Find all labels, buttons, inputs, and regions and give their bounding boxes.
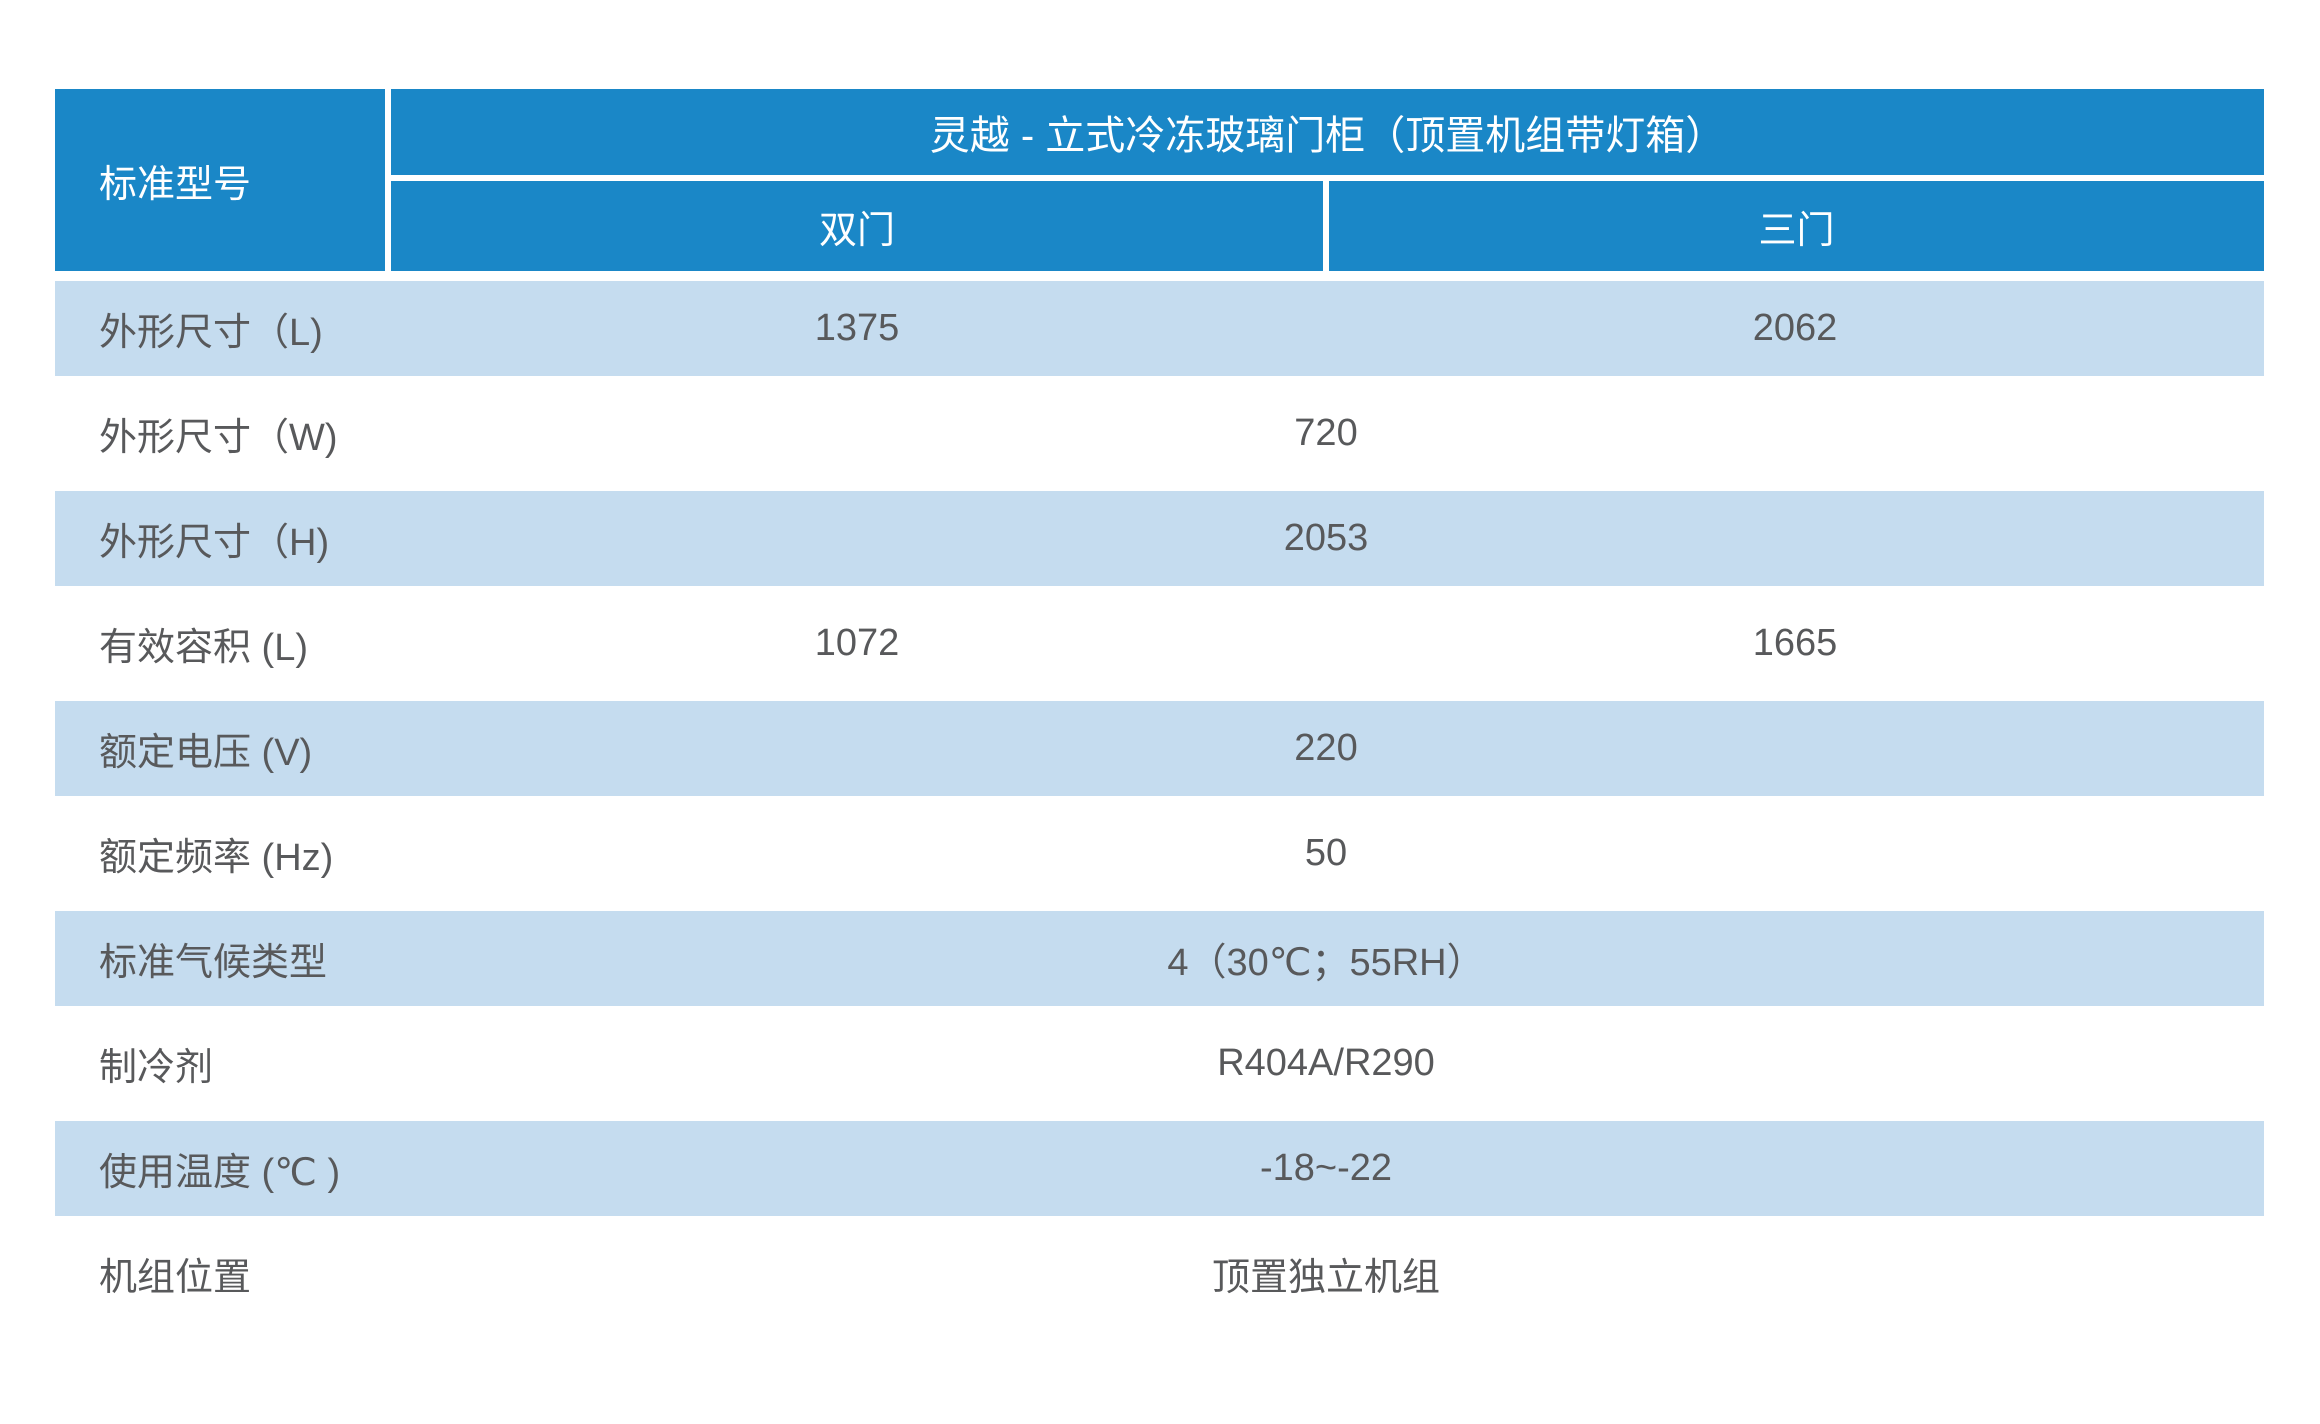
- table-row-unit-position: 机组位置 顶置独立机组: [55, 1221, 2265, 1331]
- table-row-dimension-h: 外形尺寸（H) 2053: [55, 486, 2265, 596]
- col-header-double-door: 双门: [388, 178, 1326, 281]
- row-value-merged: 2053: [388, 486, 2265, 596]
- product-spec-table: 标准型号 灵越 - 立式冷冻玻璃门柜（顶置机组带灯箱） 双门 三门 外形尺寸（L…: [55, 89, 2265, 1331]
- row-value-merged: 4（30℃；55RH）: [388, 906, 2265, 1016]
- row-value-double-door: 1072: [388, 591, 1326, 701]
- header-columns-row: 双门 三门: [55, 178, 2265, 281]
- table-row-operating-temperature: 使用温度 (℃ ) -18~-22: [55, 1116, 2265, 1226]
- row-value-triple-door: 1665: [1326, 591, 2265, 701]
- table-row-dimension-l: 外形尺寸（L) 1375 2062: [55, 276, 2265, 386]
- table-row-dimension-w: 外形尺寸（W) 720: [55, 381, 2265, 491]
- row-value-merged: -18~-22: [388, 1116, 2265, 1226]
- header-title-row: 标准型号 灵越 - 立式冷冻玻璃门柜（顶置机组带灯箱）: [55, 89, 2265, 281]
- row-value-merged: 顶置独立机组: [388, 1221, 2265, 1331]
- row-value-double-door: 1375: [388, 276, 1326, 386]
- row-label: 额定频率 (Hz): [55, 801, 388, 911]
- row-value-triple-door: 2062: [1326, 276, 2265, 386]
- row-label: 有效容积 (L): [55, 591, 388, 701]
- row-label: 使用温度 (℃ ): [55, 1116, 388, 1226]
- table-row-climate-class: 标准气候类型 4（30℃；55RH）: [55, 906, 2265, 1016]
- row-value-merged: 720: [388, 381, 2265, 491]
- row-value-merged: R404A/R290: [388, 1011, 2265, 1121]
- table-row-effective-volume: 有效容积 (L) 1072 1665: [55, 591, 2265, 701]
- row-value-merged: 50: [388, 801, 2265, 911]
- row-label: 制冷剂: [55, 1011, 388, 1121]
- col-header-triple-door: 三门: [1322, 178, 2265, 281]
- row-label: 机组位置: [55, 1221, 388, 1331]
- product-title-cell: 灵越 - 立式冷冻玻璃门柜（顶置机组带灯箱）: [388, 89, 2265, 181]
- corner-header-standard-model: 标准型号: [55, 89, 391, 281]
- table-row-rated-voltage: 额定电压 (V) 220: [55, 696, 2265, 806]
- row-label: 标准气候类型: [55, 906, 388, 1016]
- row-label: 额定电压 (V): [55, 696, 388, 806]
- row-value-merged: 220: [388, 696, 2265, 806]
- row-label: 外形尺寸（W): [55, 381, 388, 491]
- table-row-refrigerant: 制冷剂 R404A/R290: [55, 1011, 2265, 1121]
- table-row-rated-frequency: 额定频率 (Hz) 50: [55, 801, 2265, 911]
- row-label: 外形尺寸（L): [55, 276, 388, 386]
- row-label: 外形尺寸（H): [55, 486, 388, 596]
